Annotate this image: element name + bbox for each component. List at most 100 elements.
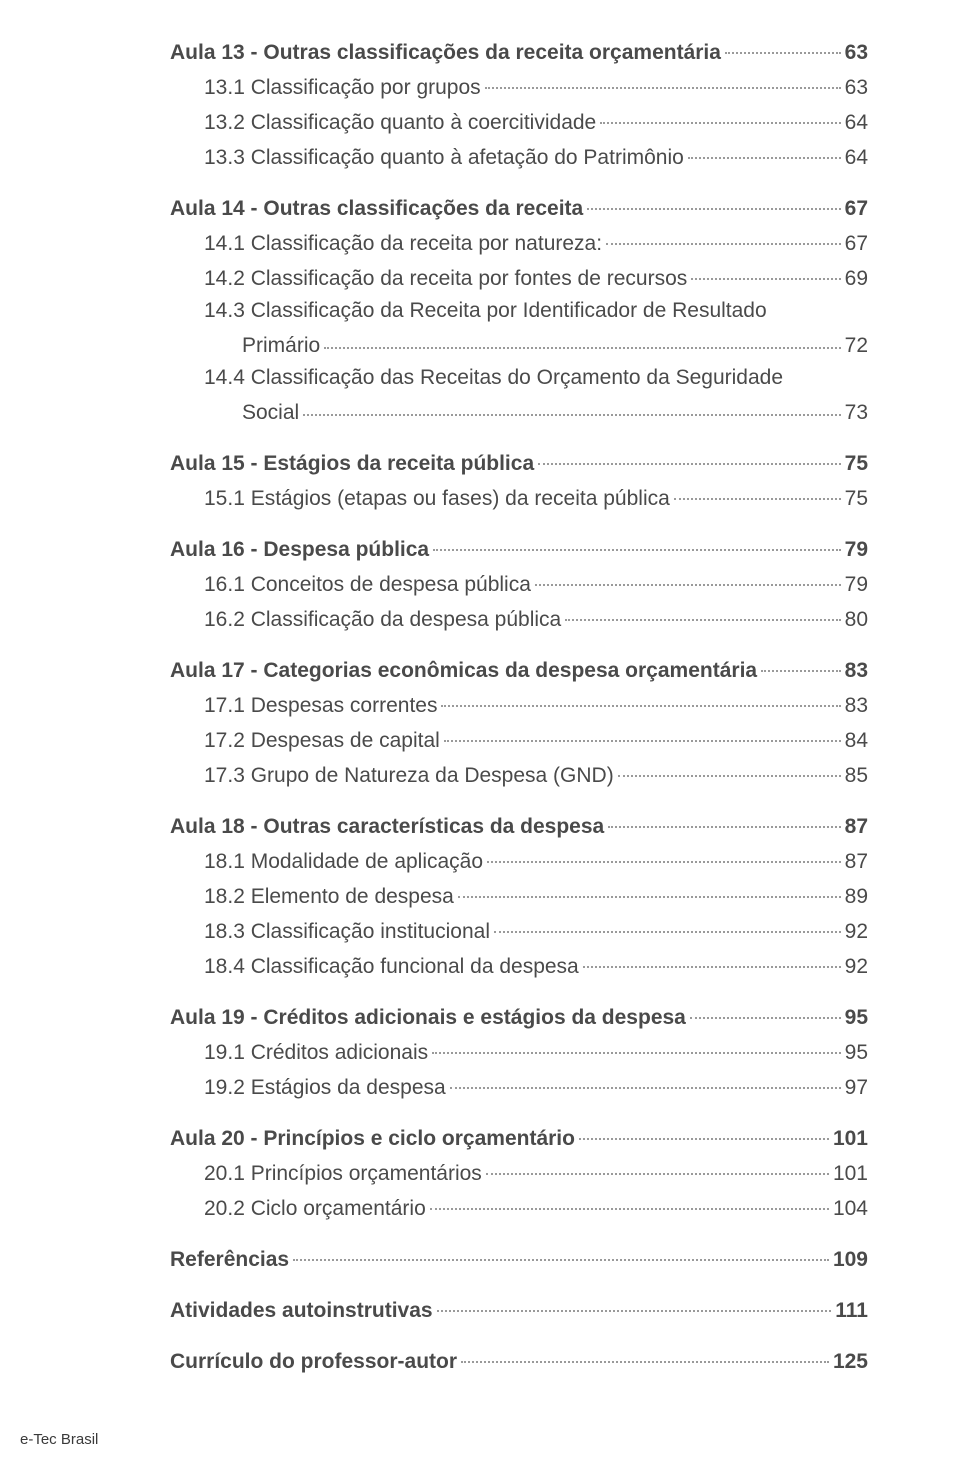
dot-leader	[600, 108, 840, 129]
toc-entry: 16.2 Classificação da despesa pública 80	[170, 605, 868, 632]
toc-entry-page: 87	[845, 850, 868, 874]
toc-entry: Primário 72	[170, 331, 868, 358]
toc-entry-page: 79	[845, 538, 868, 562]
toc-entry-page: 109	[833, 1248, 868, 1272]
toc-entry-page: 95	[845, 1041, 868, 1065]
dot-leader	[587, 194, 840, 215]
toc-entry: 16.1 Conceitos de despesa pública 79	[170, 570, 868, 597]
toc-entry: Aula 13 - Outras classificações da recei…	[170, 38, 868, 65]
dot-leader	[725, 38, 841, 59]
toc-entry: Aula 14 - Outras classificações da recei…	[170, 194, 868, 221]
toc-entry: 14.1 Classificação da receita por nature…	[170, 229, 868, 256]
dot-leader	[458, 882, 841, 903]
dot-leader	[324, 331, 840, 352]
toc-entry-page: 73	[845, 401, 868, 425]
toc-entry-label: Referências	[170, 1248, 289, 1272]
toc-entry-label: 18.4 Classificação funcional da despesa	[204, 955, 579, 979]
toc-entry: 18.4 Classificação funcional da despesa 9…	[170, 952, 868, 979]
toc-entry: 17.1 Despesas correntes83	[170, 691, 868, 718]
toc-entry-label: Aula 16 - Despesa pública	[170, 538, 429, 562]
toc-entry-page: 104	[833, 1197, 868, 1221]
toc-entry-page: 64	[845, 111, 868, 135]
toc-entry-label: Aula 14 - Outras classificações da recei…	[170, 197, 583, 221]
toc-entry-page: 92	[845, 920, 868, 944]
toc-entry-page: 101	[833, 1162, 868, 1186]
toc-entry: 19.2 Estágios da despesa97	[170, 1073, 868, 1100]
dot-leader	[432, 1038, 841, 1059]
toc-entry-label: 16.2 Classificação da despesa pública	[204, 608, 561, 632]
toc-entry: Aula 15 - Estágios da receita pública75	[170, 449, 868, 476]
dot-leader	[433, 535, 841, 556]
toc-entry: Aula 19 - Créditos adicionais e estágios…	[170, 1003, 868, 1030]
footer-brand: e-Tec Brasil	[20, 1431, 98, 1448]
toc-entry-page: 80	[845, 608, 868, 632]
toc-entry: 13.2 Classificação quanto à coercitivida…	[170, 108, 868, 135]
toc-entry: 20.2 Ciclo orçamentário 104	[170, 1194, 868, 1221]
dot-leader	[583, 952, 841, 973]
toc-entry-page: 111	[835, 1299, 868, 1323]
toc-entry: 18.2 Elemento de despesa89	[170, 882, 868, 909]
toc-entry-label: 14.2 Classificação da receita por fontes…	[204, 267, 687, 291]
toc-entry-page: 85	[845, 764, 868, 788]
toc-entry-page: 64	[845, 146, 868, 170]
toc-entry-label: 17.2 Despesas de capital	[204, 729, 440, 753]
toc-entry-label: 16.1 Conceitos de despesa pública	[204, 573, 531, 597]
dot-leader	[437, 1296, 832, 1317]
toc-entry-page: 63	[845, 41, 868, 65]
toc-entry: 14.3 Classificação da Receita por Identi…	[170, 299, 868, 323]
toc-entry-label: Aula 13 - Outras classificações da recei…	[170, 41, 721, 65]
toc-entry: 13.1 Classificação por grupos63	[170, 73, 868, 100]
toc-entry-page: 67	[845, 232, 868, 256]
toc-entry: Atividades autoinstrutivas111	[170, 1296, 868, 1323]
toc-entry-label: 19.1 Créditos adicionais	[204, 1041, 428, 1065]
toc-entry-label: 13.3 Classificação quanto à afetação do …	[204, 146, 684, 170]
toc-entry: Social 73	[170, 398, 868, 425]
toc-entry-page: 67	[845, 197, 868, 221]
toc-entry-page: 79	[845, 573, 868, 597]
dot-leader	[674, 484, 841, 505]
toc-entry-label: 18.1 Modalidade de aplicação	[204, 850, 483, 874]
toc-entry: 20.1 Princípios orçamentários101	[170, 1159, 868, 1186]
toc-entry-label: 20.2 Ciclo orçamentário	[204, 1197, 426, 1221]
toc-entry-label: Currículo do professor-autor	[170, 1350, 457, 1374]
toc-entry: Currículo do professor-autor 125	[170, 1347, 868, 1374]
toc-entry-label: Aula 15 - Estágios da receita pública	[170, 452, 534, 476]
toc-entry: 17.2 Despesas de capital84	[170, 726, 868, 753]
dot-leader	[441, 691, 840, 712]
toc-entry-page: 97	[845, 1076, 868, 1100]
dot-leader	[450, 1073, 841, 1094]
dot-leader	[761, 656, 841, 677]
toc-entry-label: 15.1 Estágios (etapas ou fases) da recei…	[204, 487, 670, 511]
toc-entry-label: Aula 20 - Princípios e ciclo orçamentári…	[170, 1127, 575, 1151]
dot-leader	[461, 1347, 829, 1368]
toc-entry-page: 72	[845, 334, 868, 358]
toc-entry-label: Aula 18 - Outras características da desp…	[170, 815, 604, 839]
dot-leader	[485, 73, 841, 94]
dot-leader	[487, 847, 841, 868]
dot-leader	[538, 449, 841, 470]
toc-entry-page: 87	[845, 815, 868, 839]
dot-leader	[618, 761, 841, 782]
dot-leader	[608, 812, 840, 833]
toc-entry-label: 14.1 Classificação da receita por nature…	[204, 232, 602, 256]
toc-entry-page: 125	[833, 1350, 868, 1374]
dot-leader	[303, 398, 840, 419]
toc-entry: 19.1 Créditos adicionais 95	[170, 1038, 868, 1065]
toc-entry-label: Social	[242, 401, 299, 425]
dot-leader	[690, 1003, 841, 1024]
toc-entry: 14.2 Classificação da receita por fontes…	[170, 264, 868, 291]
toc-entry: 18.1 Modalidade de aplicação 87	[170, 847, 868, 874]
toc-entry-label: Primário	[242, 334, 320, 358]
toc-entry: 17.3 Grupo de Natureza da Despesa (GND)8…	[170, 761, 868, 788]
toc-entry: Aula 18 - Outras características da desp…	[170, 812, 868, 839]
toc-entry-page: 95	[845, 1006, 868, 1030]
toc-entry: 14.4 Classificação das Receitas do Orçam…	[170, 366, 868, 390]
dot-leader	[565, 605, 840, 626]
toc-entry-page: 83	[845, 694, 868, 718]
toc-entry: 18.3 Classificação institucional92	[170, 917, 868, 944]
dot-leader	[579, 1124, 829, 1145]
dot-leader	[535, 570, 841, 591]
toc-entry: Referências 109	[170, 1245, 868, 1272]
dot-leader	[606, 229, 841, 250]
toc-entry-page: 92	[845, 955, 868, 979]
